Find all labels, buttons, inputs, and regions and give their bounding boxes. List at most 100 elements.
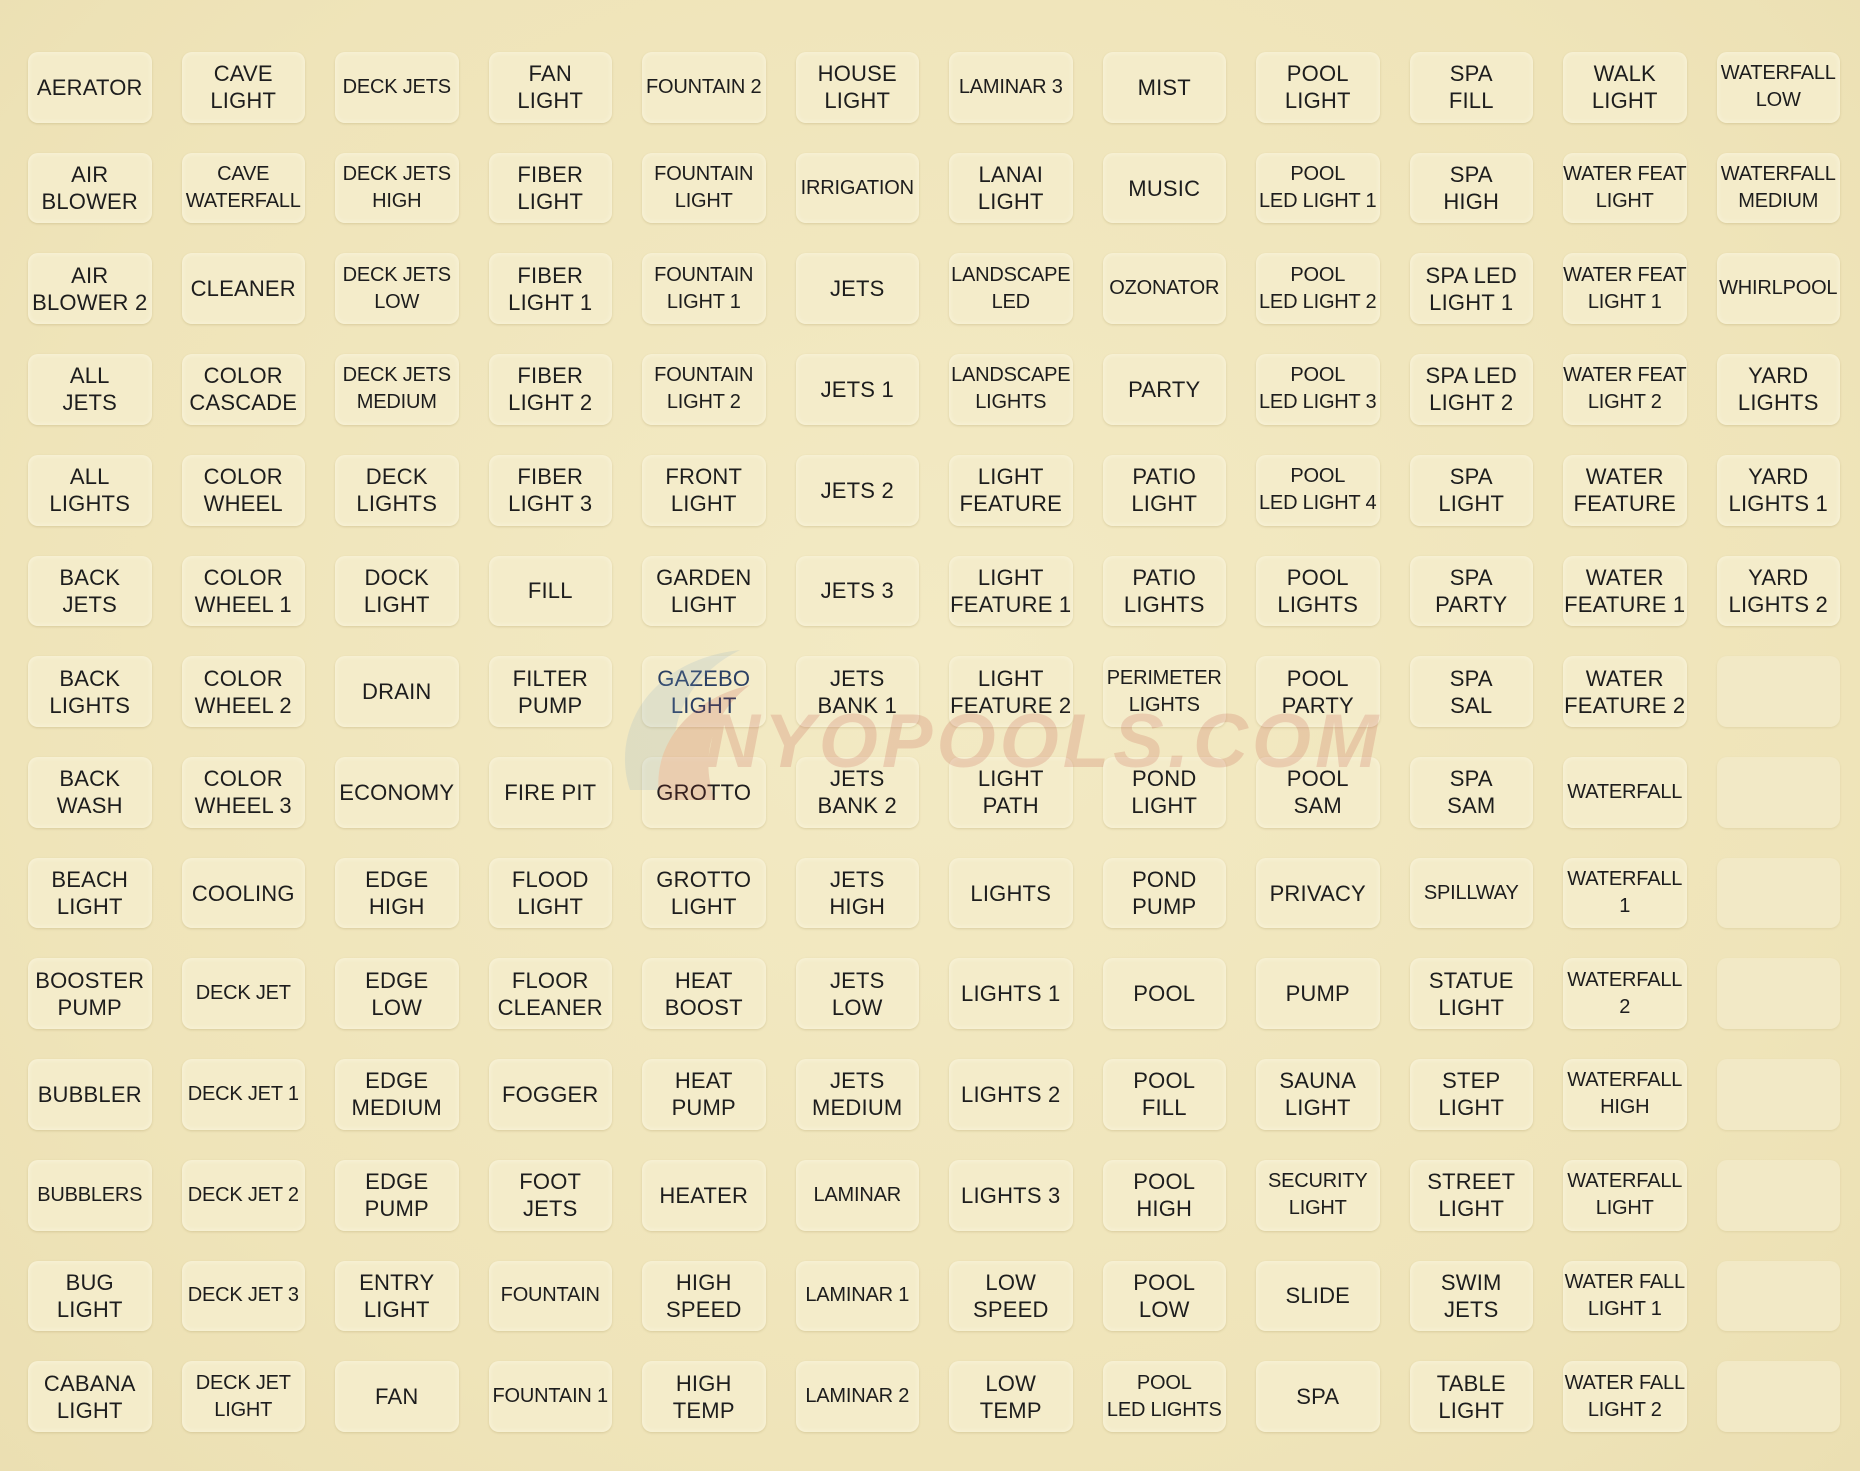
control-label: GAZEBO LIGHT xyxy=(642,656,766,727)
control-label-text: HIGH SPEED xyxy=(665,1269,742,1322)
control-label: BOOSTER PUMP xyxy=(28,958,152,1030)
control-label: JETS MEDIUM xyxy=(795,1059,919,1130)
control-label: DRAIN xyxy=(335,656,459,727)
control-label: SPA LIGHT xyxy=(1409,454,1533,526)
control-label: SPA SAL xyxy=(1409,656,1533,727)
control-label-text: WATER FEAT LIGHT 1 xyxy=(1563,263,1687,313)
control-label-text: LAMINAR 2 xyxy=(805,1385,910,1408)
control-label: WATERFALL xyxy=(1563,757,1687,828)
blank-label xyxy=(1716,1159,1840,1231)
control-label-text: FAN LIGHT xyxy=(517,61,584,114)
control-label-text: GAZEBO LIGHT xyxy=(657,665,751,718)
control-label: SECURITY LIGHT xyxy=(1256,1159,1380,1231)
control-label: EDGE LOW xyxy=(335,958,459,1030)
control-label-text: FOGGER xyxy=(501,1081,599,1107)
control-label-text: POOL PARTY xyxy=(1281,665,1354,718)
control-label: FIBER LIGHT xyxy=(488,152,612,224)
control-label: BEACH LIGHT xyxy=(28,857,152,929)
control-label-text: POOL LED LIGHT 4 xyxy=(1259,465,1377,515)
control-label-text: LIGHT FEATURE xyxy=(959,464,1062,517)
control-label: SPA LED LIGHT 2 xyxy=(1409,354,1533,425)
control-label-text: GROTTO LIGHT xyxy=(656,867,752,920)
control-label-text: BUBBLERS xyxy=(37,1183,143,1206)
control-label-text: YARD LIGHTS 2 xyxy=(1728,564,1828,617)
control-label: JETS xyxy=(795,253,919,325)
control-label: WATERFALL HIGH xyxy=(1563,1059,1687,1130)
control-label: DECK JETS HIGH xyxy=(335,152,459,224)
control-label: YARD LIGHTS xyxy=(1716,354,1840,425)
control-label: FOUNTAIN LIGHT xyxy=(642,152,766,224)
control-label-text: POND LIGHT xyxy=(1131,766,1198,819)
control-label-text: WATERFALL HIGH xyxy=(1567,1069,1683,1119)
blank-label xyxy=(1716,958,1840,1030)
control-label: LIGHT FEATURE xyxy=(949,454,1073,526)
control-label-text: SPA xyxy=(1296,1384,1340,1410)
control-label: POND LIGHT xyxy=(1102,757,1226,828)
control-label-text: COLOR WHEEL 1 xyxy=(194,564,292,617)
control-label: WATERFALL LIGHT xyxy=(1563,1159,1687,1231)
control-label-text: FOUNTAIN xyxy=(500,1284,600,1307)
control-label: JETS BANK 2 xyxy=(795,757,919,828)
control-label-text: PRIVACY xyxy=(1269,880,1366,906)
control-label: PATIO LIGHTS xyxy=(1102,555,1226,627)
control-label: LIGHTS xyxy=(949,857,1073,929)
control-label-text: WATERFALL 2 xyxy=(1567,968,1683,1018)
control-label-text: SPA PARTY xyxy=(1435,564,1508,617)
control-label-text: COLOR WHEEL 3 xyxy=(194,766,292,819)
control-label: WHIRLPOOL xyxy=(1716,253,1840,325)
control-label: HEAT PUMP xyxy=(642,1059,766,1130)
control-label-text: WATERFALL xyxy=(1567,780,1683,803)
control-label-text: FOOT JETS xyxy=(519,1169,582,1222)
control-label: FLOOD LIGHT xyxy=(488,857,612,929)
control-label: DECK LIGHTS xyxy=(335,454,459,526)
control-label: EDGE HIGH xyxy=(335,857,459,929)
control-label: TABLE LIGHT xyxy=(1409,1361,1533,1432)
control-label: GARDEN LIGHT xyxy=(642,555,766,627)
blank-label xyxy=(1716,1059,1840,1130)
control-label: FAN xyxy=(335,1361,459,1432)
control-label-text: YARD LIGHTS 1 xyxy=(1728,464,1828,517)
control-label: DECK JET xyxy=(181,958,305,1030)
control-label: PERIMETER LIGHTS xyxy=(1102,656,1226,727)
control-label-text: WATER FEATURE 1 xyxy=(1564,564,1686,617)
control-label: MUSIC xyxy=(1102,152,1226,224)
control-label-text: JETS BANK 1 xyxy=(817,665,897,718)
control-label-text: MIST xyxy=(1137,74,1191,100)
control-label: POOL FILL xyxy=(1102,1059,1226,1130)
control-label: POND PUMP xyxy=(1102,857,1226,929)
control-label-text: DECK JETS xyxy=(342,75,451,98)
control-label-text: POND PUMP xyxy=(1132,867,1197,920)
control-label: GROTTO LIGHT xyxy=(642,857,766,929)
control-label: POOL LOW xyxy=(1102,1260,1226,1332)
control-label: HIGH TEMP xyxy=(642,1361,766,1432)
control-label-text: OZONATOR xyxy=(1109,277,1220,300)
control-label-text: ALL JETS xyxy=(62,363,118,416)
control-label: LAMINAR 1 xyxy=(795,1260,919,1332)
control-label-text: LIGHT FEATURE 1 xyxy=(950,564,1072,617)
control-label: YARD LIGHTS 2 xyxy=(1716,555,1840,627)
control-label-text: WATERFALL 1 xyxy=(1567,868,1683,918)
control-label: FOUNTAIN xyxy=(488,1260,612,1332)
blank-label xyxy=(1716,656,1840,727)
control-label: HOUSE LIGHT xyxy=(795,52,919,123)
control-label-text: JETS MEDIUM xyxy=(812,1068,903,1121)
control-label-text: JETS 1 xyxy=(820,376,894,402)
control-label-text: WATER FALL LIGHT 2 xyxy=(1564,1371,1685,1421)
control-label-text: JETS xyxy=(829,276,885,302)
control-label-text: WATER FEAT LIGHT 2 xyxy=(1563,364,1687,414)
control-label-text: FOUNTAIN 1 xyxy=(492,1385,609,1408)
control-label: FOUNTAIN LIGHT 2 xyxy=(642,354,766,425)
control-label: POOL SAM xyxy=(1256,757,1380,828)
control-label: DECK JET LIGHT xyxy=(181,1361,305,1432)
control-label-text: FOUNTAIN 2 xyxy=(646,75,762,98)
control-label: DECK JET 3 xyxy=(181,1260,305,1332)
control-label-text: ALL LIGHTS xyxy=(49,464,131,517)
control-label: HIGH SPEED xyxy=(642,1260,766,1332)
control-label-text: COLOR WHEEL 2 xyxy=(194,665,292,718)
control-label-text: FAN xyxy=(375,1384,419,1410)
blank-label xyxy=(1716,1260,1840,1332)
control-label: STEP LIGHT xyxy=(1409,1059,1533,1130)
label-grid: AERATOR AIR BLOWER AIR BLOWER 2 ALL JETS ALL… xyxy=(28,52,1840,1432)
control-label-text: LIGHTS 1 xyxy=(961,981,1061,1007)
